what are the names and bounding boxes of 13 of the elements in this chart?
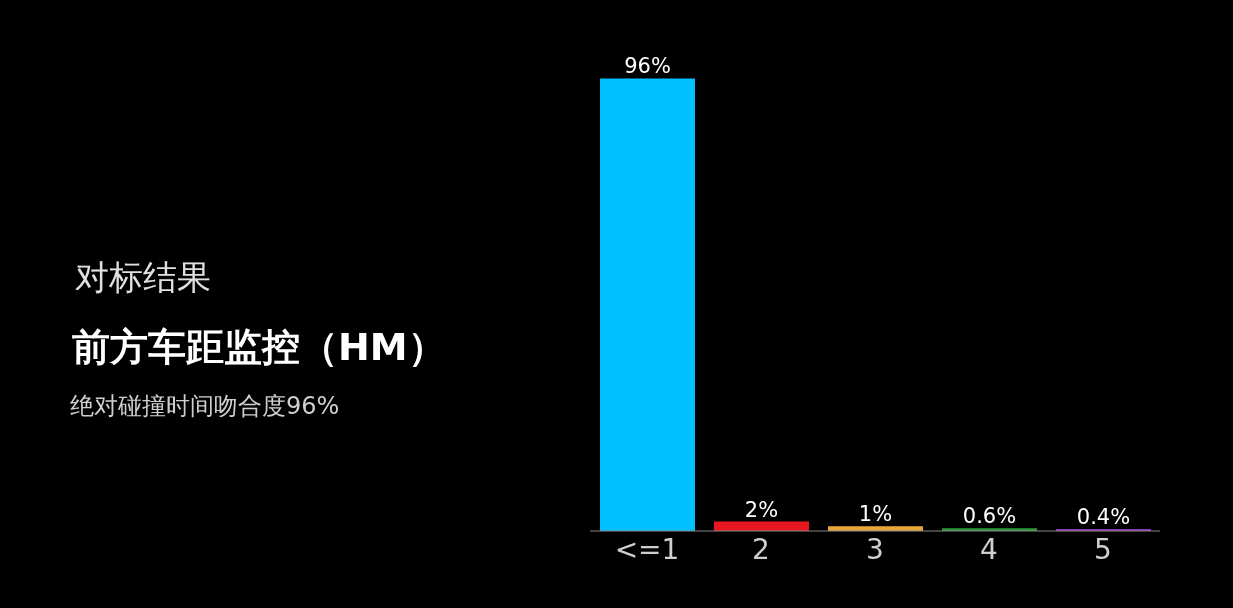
x-tick-label: 5 bbox=[1094, 532, 1112, 566]
data-label: 0.6% bbox=[962, 504, 1017, 529]
text: 前方车距监控（HM） bbox=[72, 324, 446, 371]
x-tick-label: 4 bbox=[980, 532, 998, 566]
text: 对标结果 bbox=[75, 256, 211, 299]
data-label: 96% bbox=[624, 54, 671, 79]
x-tick-label: <=1 bbox=[614, 532, 680, 566]
data-label: 1% bbox=[858, 502, 893, 527]
x-tick-label: 2 bbox=[752, 532, 770, 566]
text: 绝对碰撞时间吻合度96% bbox=[70, 391, 340, 422]
data-label: 0.4% bbox=[1076, 505, 1131, 530]
x-tick-label: 3 bbox=[866, 532, 884, 566]
data-label: 2% bbox=[744, 497, 779, 522]
